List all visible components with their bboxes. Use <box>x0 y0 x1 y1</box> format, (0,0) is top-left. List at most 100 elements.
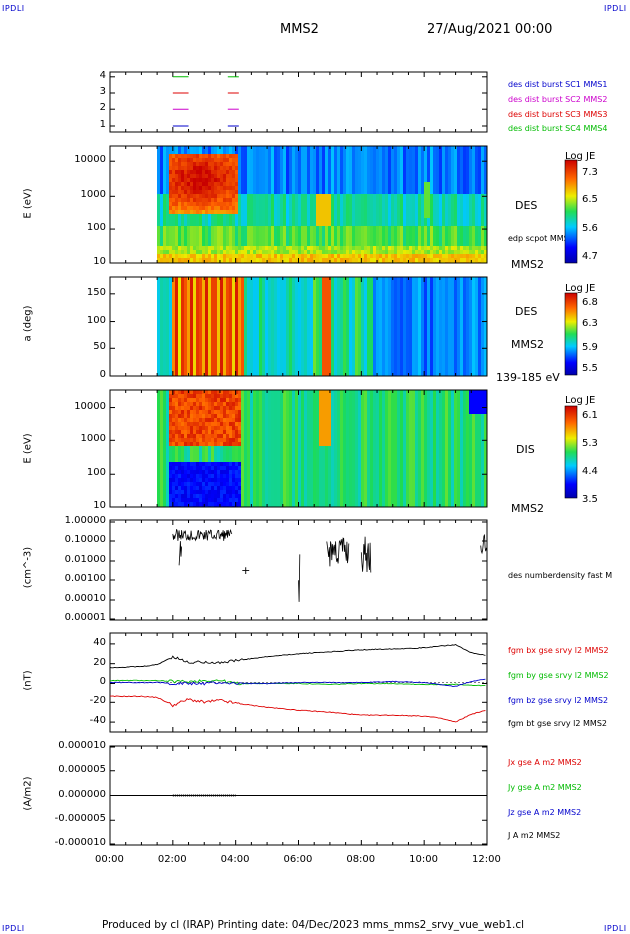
spectrogram-cell <box>250 162 254 167</box>
spectrogram-cell <box>265 289 269 294</box>
spectrogram-cell <box>247 325 251 330</box>
spectrogram-cell <box>175 365 179 370</box>
spectrogram-cell <box>424 182 428 187</box>
spectrogram-cell <box>418 206 422 211</box>
spectrogram-cell <box>394 186 398 191</box>
spectrogram-cell <box>475 194 479 199</box>
spectrogram-cell <box>307 258 311 263</box>
spectrogram-cell <box>421 258 425 263</box>
spectrogram-cell <box>286 214 290 219</box>
spectrogram-cell <box>184 281 188 286</box>
spectrogram-cell <box>316 198 320 203</box>
spectrogram-cell <box>184 349 188 354</box>
spectrogram-cell <box>280 186 284 191</box>
spectrogram-cell <box>238 162 242 167</box>
spectrogram-cell <box>190 345 194 350</box>
spectrogram-cell <box>208 345 212 350</box>
spectrogram-cell <box>430 202 434 207</box>
spectrogram-cell <box>349 353 353 358</box>
spectrogram-cell <box>259 361 263 366</box>
spectrogram-cell <box>376 174 380 179</box>
spectrogram-cell <box>418 174 422 179</box>
spectrogram-cell <box>238 186 242 191</box>
spectrogram-cell <box>253 178 257 183</box>
spectrogram-cell <box>187 150 191 155</box>
spectrogram-cell <box>190 373 194 376</box>
spectrogram-cell <box>451 158 455 163</box>
spectrogram-cell <box>250 281 254 286</box>
spectrogram-cell <box>313 357 317 362</box>
spectrogram-cell <box>280 166 284 171</box>
spectrogram-cell <box>163 158 167 163</box>
spectrogram-cell <box>205 150 209 155</box>
spectrogram-cell <box>214 353 218 358</box>
spectrogram-cell <box>169 238 173 243</box>
spectrogram-cell <box>283 190 287 195</box>
spectrogram-cell <box>310 202 314 207</box>
spectrogram-cell <box>274 186 278 191</box>
spectrogram-cell <box>235 230 239 235</box>
spectrogram-cell <box>262 214 266 219</box>
spectrogram-cell <box>169 258 173 263</box>
spectrogram-cell <box>316 170 320 175</box>
spectrogram-cell <box>307 174 311 179</box>
spectrogram-cell <box>430 186 434 191</box>
spectrogram-cell <box>274 357 278 362</box>
spectrogram-cell <box>292 353 296 358</box>
spectrogram-cell <box>235 289 239 294</box>
spectrogram-cell <box>310 238 314 243</box>
spectrogram-cell <box>337 218 341 223</box>
spectrogram-cell <box>451 218 455 223</box>
spectrogram-cell <box>307 373 311 376</box>
spectrogram-cell <box>265 202 269 207</box>
spectrogram-cell <box>412 254 416 259</box>
spectrogram-cell <box>379 178 383 183</box>
spectrogram-cell <box>448 194 452 199</box>
spectrogram-cell <box>157 309 161 314</box>
spectrogram-cell <box>355 238 359 243</box>
spectrogram-cell <box>244 325 248 330</box>
spectrogram-cell <box>205 238 209 243</box>
spectrogram-cell <box>193 285 197 290</box>
spectrogram-cell <box>349 194 353 199</box>
spectrogram-cell <box>310 174 314 179</box>
spectrogram-cell <box>229 369 233 374</box>
spectrogram-cell <box>316 146 320 151</box>
spectrogram-cell <box>421 222 425 227</box>
spectrogram-cell <box>271 234 275 239</box>
spectrogram-cell <box>436 250 440 255</box>
spectrogram-cell <box>247 258 251 263</box>
spectrogram-cell <box>178 170 182 175</box>
spectrogram-cell <box>235 285 239 290</box>
spectrogram-cell <box>394 210 398 215</box>
spectrogram-cell <box>379 182 383 187</box>
spectrogram-cell <box>367 214 371 219</box>
spectrogram-cell <box>367 158 371 163</box>
spectrogram-cell <box>223 341 227 346</box>
spectrogram-cell <box>277 214 281 219</box>
spectrogram-cell <box>220 198 224 203</box>
spectrogram-cell <box>235 182 239 187</box>
spectrogram-cell <box>250 206 254 211</box>
spectrogram-cell <box>361 258 365 263</box>
spectrogram-cell <box>346 218 350 223</box>
spectrogram-cell <box>364 250 368 255</box>
spectrogram-cell <box>196 234 200 239</box>
spectrogram-cell <box>163 357 167 362</box>
spectrogram-cell <box>268 313 272 318</box>
spectrogram-cell <box>217 190 221 195</box>
spectrogram-cell <box>187 345 191 350</box>
spectrogram-cell <box>190 214 194 219</box>
spectrogram-cell <box>439 218 443 223</box>
spectrogram-cell <box>196 365 200 370</box>
spectrogram-cell <box>307 150 311 155</box>
spectrogram-cell <box>256 373 260 376</box>
spectrogram-cell <box>220 333 224 338</box>
spectrogram-cell <box>283 365 287 370</box>
spectrogram-cell <box>280 258 284 263</box>
spectrogram-cell <box>301 333 305 338</box>
spectrogram-cell <box>436 238 440 243</box>
spectrogram-cell <box>448 218 452 223</box>
spectrogram-cell <box>481 234 485 239</box>
spectrogram-cell <box>208 305 212 310</box>
